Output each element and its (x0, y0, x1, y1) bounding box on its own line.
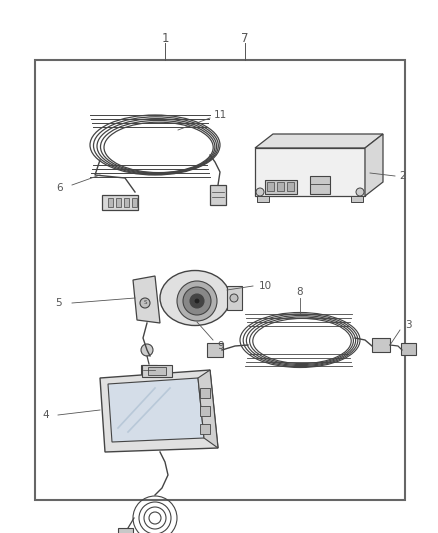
Bar (255, 148, 365, 196)
Text: 2: 2 (400, 171, 406, 181)
Text: 10: 10 (258, 281, 272, 291)
Text: S: S (143, 301, 147, 305)
Polygon shape (255, 134, 383, 148)
Bar (102, 195, 138, 210)
Bar (200, 406, 210, 416)
Polygon shape (100, 370, 218, 452)
Text: 11: 11 (213, 110, 226, 120)
Bar (351, 196, 363, 202)
Bar (227, 286, 242, 310)
Circle shape (256, 188, 264, 196)
Text: 1: 1 (161, 31, 169, 44)
Circle shape (141, 344, 153, 356)
Bar (287, 182, 294, 191)
Bar (118, 528, 133, 533)
Bar (265, 180, 297, 194)
Bar (35, 60, 405, 500)
Polygon shape (365, 134, 383, 196)
Circle shape (356, 188, 364, 196)
Bar (277, 182, 284, 191)
Circle shape (194, 298, 200, 304)
Bar (141, 365, 157, 377)
Bar (108, 198, 113, 207)
Text: 9: 9 (218, 341, 224, 351)
Bar (310, 176, 330, 194)
Bar (267, 182, 274, 191)
Ellipse shape (160, 271, 230, 326)
Bar (142, 365, 172, 377)
Circle shape (177, 281, 217, 321)
Circle shape (183, 287, 211, 315)
Text: 7: 7 (241, 31, 249, 44)
Circle shape (190, 294, 204, 308)
Bar (210, 185, 226, 205)
Bar (200, 424, 210, 434)
Bar (124, 198, 129, 207)
Text: 6: 6 (57, 183, 64, 193)
Polygon shape (198, 370, 218, 448)
Circle shape (230, 294, 238, 302)
Text: 3: 3 (405, 320, 411, 330)
Text: 8: 8 (297, 287, 303, 297)
Bar (401, 343, 416, 355)
Bar (372, 338, 390, 352)
Circle shape (140, 298, 150, 308)
Bar (257, 196, 269, 202)
Text: 5: 5 (55, 298, 61, 308)
Text: 4: 4 (42, 410, 49, 420)
Bar (116, 198, 121, 207)
Bar (132, 198, 137, 207)
Bar (200, 388, 210, 398)
Polygon shape (108, 378, 204, 442)
Bar (148, 367, 166, 375)
Bar (207, 343, 223, 357)
Polygon shape (133, 276, 160, 323)
